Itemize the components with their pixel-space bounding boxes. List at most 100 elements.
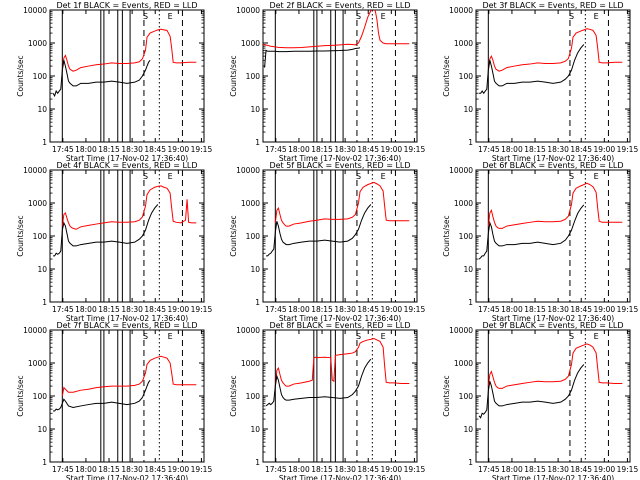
y-axis-title: Counts/sec [442, 375, 451, 416]
y-tick-label: 10000 [23, 6, 47, 15]
x-tick-label: 18:30 [547, 145, 569, 154]
series-line-lld [487, 28, 623, 72]
chart-panel-7: Det 7f BLACK = Events, RED = LLD 1 10 100 10… [16, 321, 212, 480]
chart-panel-1: Det 1f BLACK = Events, RED = LLD 1 10 100 10… [16, 1, 212, 163]
y-tick-label: 10 [463, 265, 473, 274]
x-tick-label: 18:30 [547, 305, 569, 314]
x-tick-label: 17:45 [478, 145, 500, 154]
x-tick-label: 19:15 [191, 465, 213, 474]
x-tick-label: 19:00 [381, 145, 403, 154]
x-tick-label: 18:00 [288, 145, 310, 154]
x-tick-label: 18:45 [570, 465, 592, 474]
marker-e: E [594, 12, 599, 21]
x-tick-label: 18:15 [524, 305, 546, 314]
y-axis-title: Counts/sec [16, 375, 25, 416]
panel-title: Det 8f BLACK = Events, RED = LLD [269, 321, 410, 330]
y-tick-label: 100 [459, 72, 474, 81]
marker-e: E [381, 12, 386, 21]
series-line-lld [61, 28, 197, 72]
y-tick-label: 1 [42, 458, 47, 467]
marker-s: S [569, 12, 574, 21]
x-tick-label: 17:45 [265, 465, 287, 474]
series-line-lld [61, 355, 197, 397]
x-tick-label: 18:00 [501, 465, 523, 474]
y-axis-title: Counts/sec [229, 375, 238, 416]
y-tick-label: 10000 [449, 6, 473, 15]
x-axis-title: Start Time (17-Nov-02 17:36:40) [279, 314, 401, 323]
y-tick-label: 10 [250, 265, 260, 274]
marker-e: E [168, 12, 173, 21]
y-tick-label: 1 [42, 298, 47, 307]
series-line-events [478, 364, 585, 419]
y-tick-label: 1000 [241, 199, 260, 208]
x-axis-title: Start Time (17-Nov-02 17:36:40) [279, 474, 401, 480]
y-axis-title: Counts/sec [16, 55, 25, 96]
y-axis-title: Counts/sec [442, 215, 451, 256]
x-tick-label: 17:45 [52, 305, 74, 314]
y-axis-title: Counts/sec [442, 55, 451, 96]
marker-s: S [143, 332, 148, 341]
y-tick-label: 10 [250, 425, 260, 434]
y-tick-label: 10 [463, 105, 473, 114]
y-tick-label: 100 [246, 232, 261, 241]
x-tick-label: 17:45 [52, 145, 74, 154]
series-line-events [265, 358, 372, 407]
x-tick-label: 19:00 [168, 305, 190, 314]
x-tick-label: 18:30 [334, 305, 356, 314]
x-tick-label: 19:15 [404, 145, 426, 154]
x-tick-label: 19:00 [381, 465, 403, 474]
y-tick-label: 1000 [28, 199, 47, 208]
panel-title: Det 7f BLACK = Events, RED = LLD [56, 321, 197, 330]
series-line-events [266, 204, 372, 257]
x-tick-label: 18:45 [357, 145, 379, 154]
series-line-events [479, 44, 585, 95]
x-tick-label: 19:15 [617, 465, 639, 474]
y-tick-label: 10 [37, 425, 47, 434]
x-tick-label: 18:00 [75, 305, 97, 314]
y-tick-label: 1 [255, 138, 260, 147]
y-tick-label: 100 [33, 392, 48, 401]
series-line-events [53, 204, 159, 257]
panel-title: Det 6f BLACK = Events, RED = LLD [482, 161, 623, 170]
chart-panel-6: Det 6f BLACK = Events, RED = LLD 1 10 100 10… [442, 161, 638, 323]
x-axis-title: Start Time (17-Nov-02 17:36:40) [279, 154, 401, 163]
x-tick-label: 18:45 [357, 465, 379, 474]
x-axis-title: Start Time (17-Nov-02 17:36:40) [492, 314, 614, 323]
marker-s: S [569, 172, 574, 181]
x-tick-label: 18:30 [334, 465, 356, 474]
x-tick-label: 19:15 [191, 305, 213, 314]
x-tick-label: 17:45 [265, 305, 287, 314]
marker-s: S [143, 172, 148, 181]
x-tick-label: 19:00 [168, 465, 190, 474]
x-tick-label: 19:00 [381, 305, 403, 314]
x-tick-label: 19:15 [404, 465, 426, 474]
y-tick-label: 100 [459, 232, 474, 241]
y-tick-label: 1000 [28, 39, 47, 48]
x-tick-label: 18:15 [311, 465, 333, 474]
x-tick-label: 18:30 [121, 305, 143, 314]
x-tick-label: 18:45 [570, 145, 592, 154]
y-tick-label: 10 [250, 105, 260, 114]
panel-title: Det 3f BLACK = Events, RED = LLD [482, 1, 623, 10]
y-tick-label: 10 [37, 265, 47, 274]
panel-title: Det 1f BLACK = Events, RED = LLD [56, 1, 197, 10]
y-tick-label: 1 [42, 138, 47, 147]
x-tick-label: 17:45 [478, 465, 500, 474]
y-tick-label: 1000 [454, 199, 473, 208]
y-tick-label: 10000 [449, 326, 473, 335]
marker-s: S [356, 172, 361, 181]
x-tick-label: 19:15 [191, 145, 213, 154]
y-tick-label: 10000 [23, 166, 47, 175]
y-tick-label: 1000 [454, 359, 473, 368]
y-axis-title: Counts/sec [229, 55, 238, 96]
x-axis-title: Start Time (17-Nov-02 17:36:40) [66, 474, 188, 480]
y-tick-label: 100 [246, 392, 261, 401]
panel-title: Det 9f BLACK = Events, RED = LLD [482, 321, 623, 330]
series-line-events [264, 47, 361, 68]
y-tick-label: 10 [463, 425, 473, 434]
x-tick-label: 18:15 [98, 305, 120, 314]
y-tick-label: 100 [246, 72, 261, 81]
series-line-events [478, 204, 585, 260]
